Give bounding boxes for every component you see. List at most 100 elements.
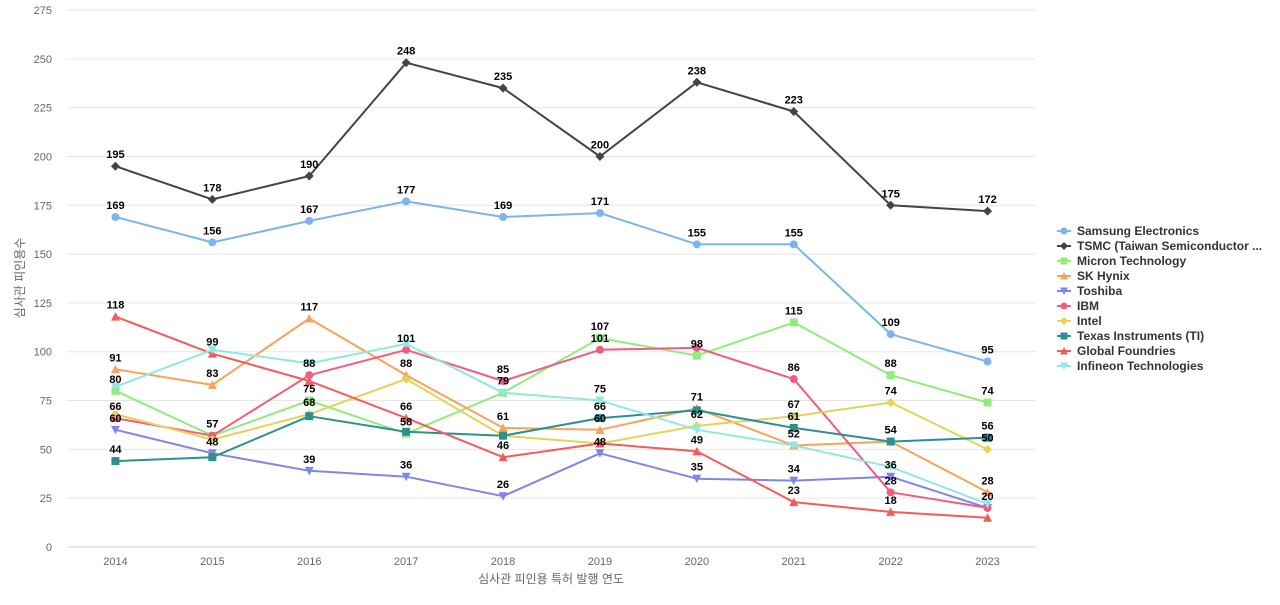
data-label: 48 [594,436,606,448]
data-label: 172 [978,194,996,206]
data-point [886,462,896,472]
data-point [789,423,798,432]
data-label: 117 [300,302,318,314]
data-point [498,492,508,501]
y-axis-title: 심사관 피인용수 [13,238,27,319]
data-label: 99 [206,337,218,349]
data-label: 36 [400,460,412,472]
data-label: 23 [788,485,800,497]
y-tick-label: 75 [40,396,52,408]
x-tick-label: 2015 [200,556,224,568]
legend-label: Texas Instruments (TI) [1077,329,1204,343]
data-label: 88 [303,358,315,370]
legend-item[interactable]: Texas Instruments (TI) [1057,329,1204,343]
legend-item[interactable]: TSMC (Taiwan Semiconductor ... [1057,239,1262,253]
series-0 [111,197,992,366]
data-label: 54 [885,425,898,437]
legend-marker [1060,242,1068,250]
data-point [401,58,411,68]
legend-item[interactable]: Samsung Electronics [1057,224,1199,238]
y-tick-label: 125 [34,298,52,310]
legend-item[interactable]: Infineon Technologies [1057,359,1204,373]
data-point [595,209,604,218]
data-label: 49 [691,434,703,446]
legend-label: Micron Technology [1077,254,1186,268]
data-point [304,314,314,323]
data-point [692,474,702,484]
data-label: 156 [203,225,221,237]
data-label: 60 [594,413,606,425]
series-9 [110,339,993,509]
data-point [207,194,217,204]
data-point [207,380,217,389]
data-label: 98 [691,339,703,351]
data-point [401,472,411,482]
x-tick-label: 2022 [878,556,902,568]
data-label: 190 [300,159,318,171]
data-point [402,345,411,354]
legend-item[interactable]: Toshiba [1057,284,1122,298]
y-tick-label: 200 [34,151,52,163]
data-point [304,359,314,368]
data-point [983,500,993,509]
data-point [886,330,895,339]
data-label: 169 [494,200,512,212]
data-label: 177 [397,184,415,196]
legend-item[interactable]: SK Hynix [1057,269,1130,283]
y-tick-label: 150 [34,249,52,261]
data-point [110,382,120,392]
data-point [886,397,896,407]
data-point [886,472,896,482]
data-label: 52 [788,428,800,440]
data-label: 86 [788,362,800,374]
legend-item[interactable]: Intel [1057,314,1102,328]
data-point [208,453,217,462]
data-label: 80 [109,374,121,386]
data-label: 62 [691,409,703,421]
data-label: 28 [981,475,993,487]
y-tick-label: 50 [40,444,52,456]
data-point [498,388,508,398]
series-lines [110,58,993,522]
data-point [305,412,314,421]
x-tick-label: 2018 [491,556,515,568]
data-point [983,487,993,497]
legend-item[interactable]: IBM [1057,299,1099,313]
series-line [114,409,989,463]
data-point [305,396,314,405]
data-point [498,452,508,462]
data-point [692,343,701,352]
data-label: 66 [109,401,121,413]
x-tick-label: 2020 [685,556,709,568]
data-point [402,427,411,436]
data-point [499,377,508,386]
data-point [983,206,993,216]
y-tick-label: 100 [34,347,52,359]
data-label: 34 [788,464,801,476]
legend-label: Toshiba [1077,284,1122,298]
data-label: 58 [400,417,412,429]
y-tick-label: 25 [40,493,52,505]
y-tick-label: 175 [34,200,52,212]
data-point [789,375,798,384]
data-label: 74 [981,385,994,397]
legend-item[interactable]: Global Foundries [1057,344,1176,358]
data-point [402,197,411,206]
data-point [110,161,120,171]
legend-marker [1060,302,1068,310]
series-line [114,315,989,519]
data-point [401,374,411,384]
y-tick-label: 275 [34,5,52,17]
legend-marker [1060,347,1068,355]
legend-item[interactable]: Micron Technology [1057,254,1186,268]
data-point [789,476,799,486]
data-point [886,488,895,497]
data-label: 107 [591,321,609,333]
data-point [595,425,605,434]
data-label: 248 [397,46,415,58]
data-label: 155 [785,227,803,239]
data-label: 35 [691,462,703,474]
data-label: 20 [981,491,993,503]
data-point [692,351,701,360]
